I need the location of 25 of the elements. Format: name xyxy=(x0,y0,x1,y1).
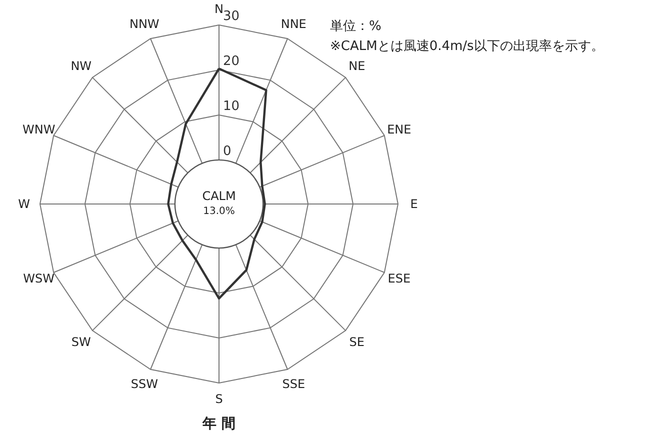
text: CALM xyxy=(202,189,236,203)
spoke-label: S xyxy=(215,392,223,406)
spoke-label: NW xyxy=(70,59,92,74)
spoke-label: SSE xyxy=(282,377,306,392)
spoke-label: ESE xyxy=(388,272,411,286)
text: 年 間 xyxy=(202,416,236,432)
text: ※CALMとは風速0.4m/s以下の出現率を示す。 xyxy=(330,38,604,54)
spoke-label: N xyxy=(214,2,224,16)
spoke-label: SE xyxy=(349,334,364,349)
y-tick-label: 0 xyxy=(223,144,232,159)
spoke-label: ENE xyxy=(387,122,412,136)
spoke-label: SSW xyxy=(130,377,158,392)
y-tick-label: 20 xyxy=(223,54,240,69)
spoke-label: WNW xyxy=(22,122,56,136)
spoke-label: NNE xyxy=(280,16,306,31)
spoke-label: NE xyxy=(348,59,366,74)
spoke-label: W xyxy=(18,197,30,211)
y-tick-label: 10 xyxy=(223,98,240,114)
spoke-label: NNW xyxy=(129,16,160,31)
y-tick-label: 30 xyxy=(223,9,240,24)
spoke-label: WSW xyxy=(23,272,55,286)
spoke-label: SW xyxy=(71,334,91,349)
spoke-label: E xyxy=(410,197,418,211)
text: 単位：% xyxy=(330,19,382,34)
text: 13.0% xyxy=(203,206,235,217)
